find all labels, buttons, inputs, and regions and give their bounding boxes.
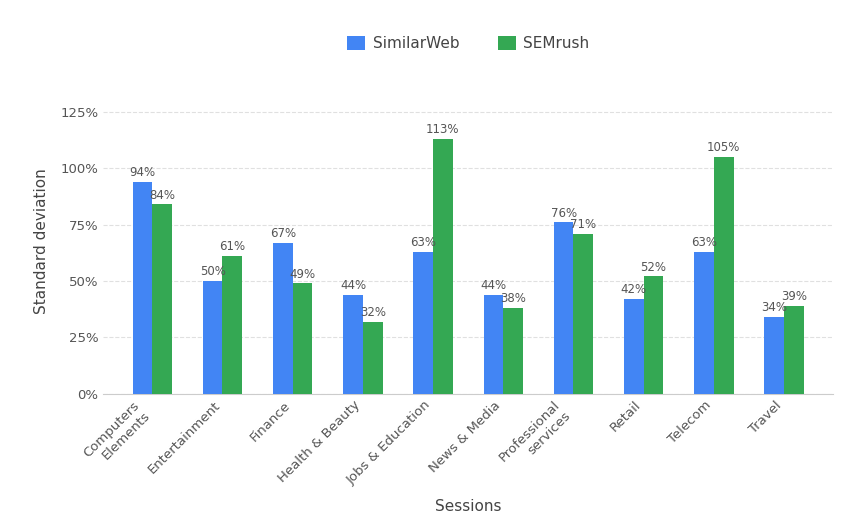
Bar bbox=[765, 317, 784, 394]
Bar bbox=[554, 222, 574, 394]
Bar bbox=[503, 308, 523, 394]
Bar bbox=[362, 322, 382, 394]
Text: 38%: 38% bbox=[500, 292, 526, 306]
Text: 49%: 49% bbox=[289, 268, 315, 280]
Bar bbox=[132, 182, 152, 394]
Text: 44%: 44% bbox=[340, 279, 366, 292]
Bar bbox=[413, 251, 433, 394]
Bar bbox=[203, 281, 222, 394]
Bar bbox=[643, 277, 663, 394]
Y-axis label: Standard deviation: Standard deviation bbox=[34, 169, 49, 314]
Text: 105%: 105% bbox=[707, 141, 740, 154]
Text: 113%: 113% bbox=[426, 123, 460, 136]
Text: 44%: 44% bbox=[480, 279, 507, 292]
Text: 94%: 94% bbox=[130, 166, 155, 179]
Bar bbox=[152, 204, 172, 394]
Legend: SimilarWeb, SEMrush: SimilarWeb, SEMrush bbox=[341, 30, 595, 57]
Text: 63%: 63% bbox=[411, 236, 436, 249]
Bar bbox=[293, 283, 313, 394]
Text: 50%: 50% bbox=[199, 265, 226, 278]
Text: 76%: 76% bbox=[551, 207, 576, 219]
Text: 71%: 71% bbox=[570, 218, 596, 231]
Bar bbox=[484, 295, 503, 394]
Text: 67%: 67% bbox=[270, 227, 295, 240]
Text: 52%: 52% bbox=[641, 261, 667, 274]
Bar bbox=[574, 234, 593, 394]
Text: 39%: 39% bbox=[781, 290, 807, 303]
Bar bbox=[222, 256, 242, 394]
Bar bbox=[344, 295, 362, 394]
Text: 61%: 61% bbox=[219, 240, 246, 254]
Bar bbox=[624, 299, 643, 394]
Text: 84%: 84% bbox=[149, 188, 175, 202]
Text: 42%: 42% bbox=[621, 284, 647, 296]
Text: 63%: 63% bbox=[691, 236, 717, 249]
Bar bbox=[433, 139, 453, 394]
X-axis label: Sessions: Sessions bbox=[435, 499, 502, 513]
Bar bbox=[694, 251, 714, 394]
Bar bbox=[784, 306, 804, 394]
Text: 34%: 34% bbox=[761, 301, 787, 314]
Bar bbox=[714, 157, 734, 394]
Bar bbox=[273, 243, 293, 394]
Text: 32%: 32% bbox=[360, 306, 386, 319]
